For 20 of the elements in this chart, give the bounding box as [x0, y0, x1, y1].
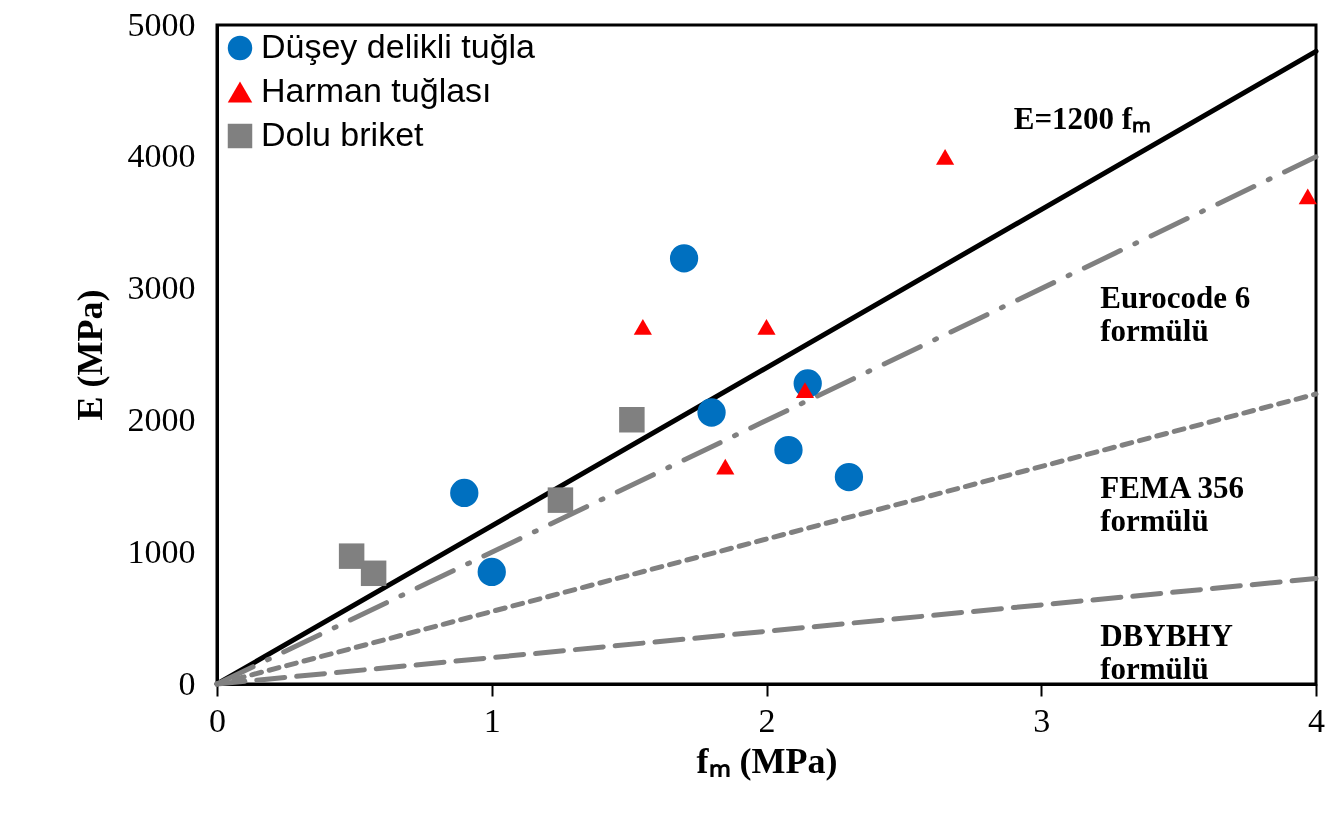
series-label: Eurocode 6 formülü: [1100, 280, 1251, 349]
x-tick-label: 2: [758, 701, 776, 739]
legend-label: Dolu briket: [261, 115, 425, 153]
legend-label: Düşey delikli tuğla: [261, 27, 536, 65]
series-label: E=1200 fₘ: [1013, 101, 1152, 137]
x-axis-title: fₘ (MPa): [696, 740, 838, 781]
y-tick-label: 1000: [127, 532, 196, 570]
x-tick-label: 3: [1033, 701, 1051, 739]
y-tick-label: 2000: [127, 400, 196, 438]
y-tick-label: 3000: [127, 269, 196, 307]
legend-label: Harman tuğlası: [261, 71, 492, 109]
y-tick-label: 5000: [127, 5, 196, 43]
series-label: FEMA 356 formülü: [1100, 470, 1245, 539]
y-axis-title: E (MPa): [69, 289, 110, 421]
y-tick-label: 4000: [127, 137, 196, 175]
series-label: DBYBHY formülü: [1100, 617, 1233, 686]
x-tick-label: 4: [1308, 701, 1325, 739]
x-tick-label: 1: [483, 701, 501, 739]
y-tick-label: 0: [178, 664, 196, 702]
x-tick-label: 0: [209, 701, 226, 739]
